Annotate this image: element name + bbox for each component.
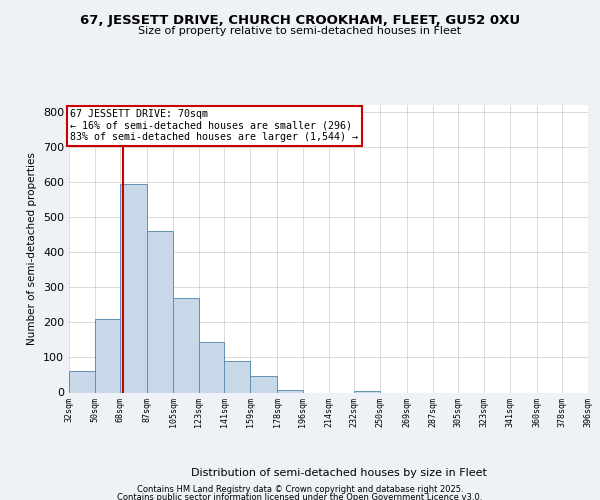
Text: Contains HM Land Registry data © Crown copyright and database right 2025.: Contains HM Land Registry data © Crown c… [137,485,463,494]
Text: Size of property relative to semi-detached houses in Fleet: Size of property relative to semi-detach… [139,26,461,36]
Text: 67 JESSETT DRIVE: 70sqm
← 16% of semi-detached houses are smaller (296)
83% of s: 67 JESSETT DRIVE: 70sqm ← 16% of semi-de… [70,109,358,142]
Y-axis label: Number of semi-detached properties: Number of semi-detached properties [28,152,37,345]
Bar [95,319,121,392]
Bar [148,230,173,392]
Bar [199,342,224,392]
Bar [224,361,250,392]
Bar [173,298,199,392]
Bar [121,184,148,392]
Bar [354,390,380,392]
Bar [69,372,95,392]
Bar [277,390,303,392]
Text: Distribution of semi-detached houses by size in Fleet: Distribution of semi-detached houses by … [191,468,487,477]
Bar [250,376,277,392]
Text: 67, JESSETT DRIVE, CHURCH CROOKHAM, FLEET, GU52 0XU: 67, JESSETT DRIVE, CHURCH CROOKHAM, FLEE… [80,14,520,27]
Text: Contains public sector information licensed under the Open Government Licence v3: Contains public sector information licen… [118,494,482,500]
